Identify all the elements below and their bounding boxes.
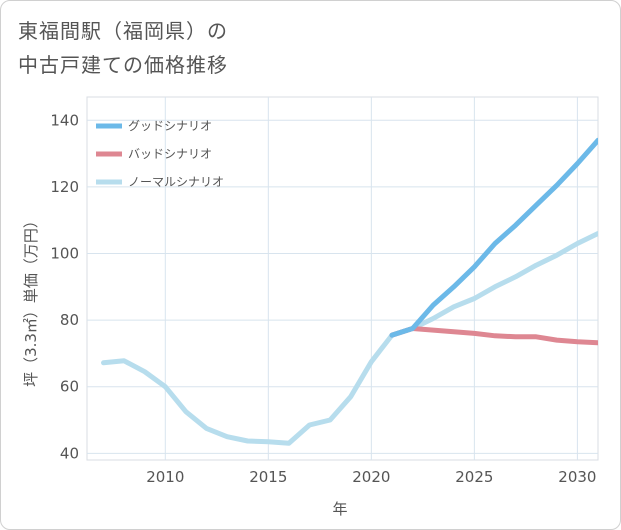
y-tick-label: 140: [50, 111, 79, 129]
series-lines: [101, 137, 598, 446]
legend-label: ノーマルシナリオ: [128, 175, 224, 189]
y-tick-label: 120: [50, 178, 79, 196]
y-tick-label: 60: [60, 378, 79, 396]
series-line-0: [389, 137, 598, 338]
legend-label: グッドシナリオ: [128, 119, 212, 133]
x-tick-label: 2015: [249, 468, 287, 486]
chart-title-line-2: 中古戸建ての価格推移: [18, 53, 228, 77]
series-line-1: [389, 326, 598, 346]
x-tick-label: 2025: [455, 468, 493, 486]
grid: [86, 96, 599, 461]
y-tick-label: 100: [50, 245, 79, 263]
chart-title: 東福間駅（福岡県）の 中古戸建ての価格推移: [18, 14, 578, 82]
axes: 年 坪（3.3㎡）単価（万円） 2010 2015 2020 2025 2030 40 60…: [22, 111, 596, 518]
legend-label: バッドシナリオ: [128, 147, 212, 161]
x-axis-title: 年: [332, 500, 347, 518]
y-tick-label: 40: [60, 444, 79, 462]
y-tick-label: 80: [60, 311, 79, 329]
y-axis-title: 坪（3.3㎡）単価（万円）: [22, 213, 40, 387]
plot-area: [86, 96, 599, 461]
x-tick-label: 2030: [558, 468, 596, 486]
x-tick-label: 2020: [352, 468, 390, 486]
chart-title-line-1: 東福間駅（福岡県）の: [18, 19, 228, 43]
x-tick-label: 2010: [146, 468, 184, 486]
